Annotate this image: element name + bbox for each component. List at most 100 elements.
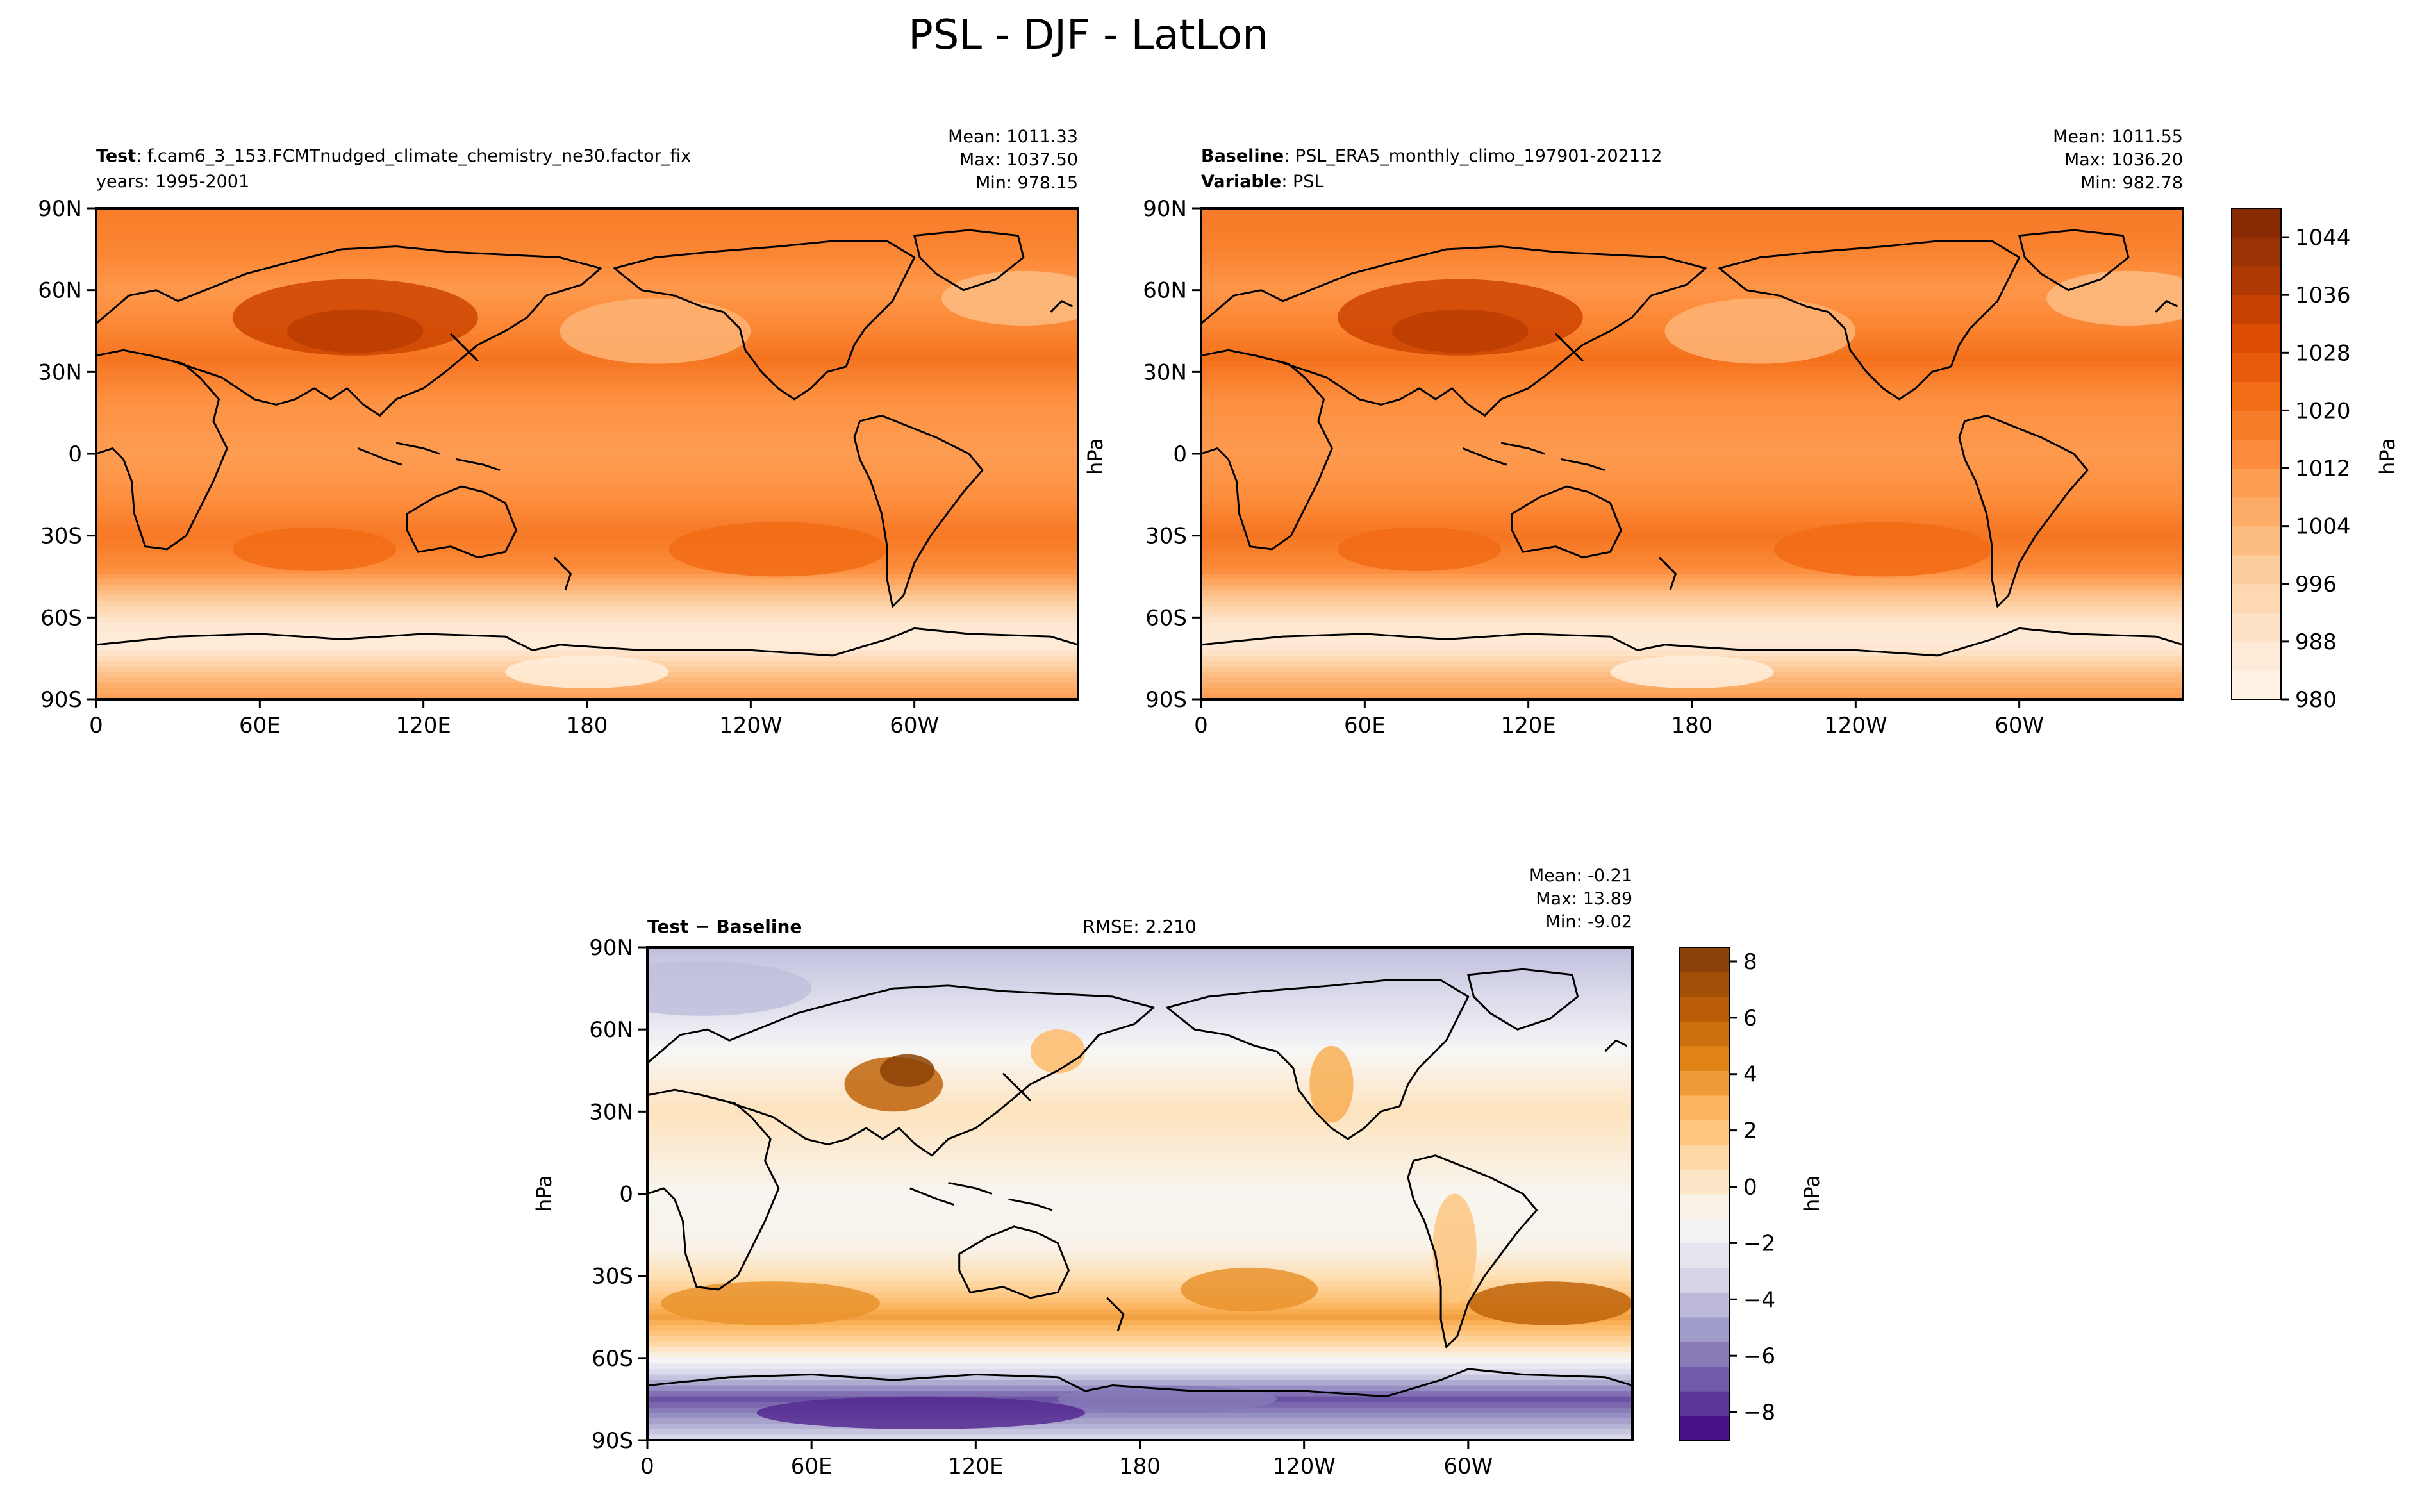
difference-xtick-label: 0 bbox=[640, 1454, 654, 1479]
baseline-band bbox=[1201, 372, 2183, 378]
test-band bbox=[96, 377, 1078, 384]
baseline-field bbox=[1201, 208, 2183, 699]
difference-band bbox=[647, 1018, 1632, 1025]
difference-band bbox=[647, 1331, 1632, 1337]
difference-band bbox=[647, 985, 1632, 992]
psl-colorbar-tick-label: 1020 bbox=[2295, 398, 2351, 424]
difference-band bbox=[647, 1024, 1632, 1030]
baseline-xtick-label: 60W bbox=[1995, 713, 2044, 738]
test-max: Max: 1037.50 bbox=[959, 150, 1078, 170]
baseline-band bbox=[1201, 465, 2183, 471]
diff-colorbar-tick-label: −8 bbox=[1743, 1400, 1775, 1425]
difference-band bbox=[647, 1177, 1632, 1184]
difference-band bbox=[647, 1013, 1632, 1019]
baseline-band bbox=[1201, 377, 2183, 384]
test-anomaly bbox=[286, 309, 424, 353]
test-band bbox=[96, 650, 1078, 656]
difference-band bbox=[647, 1226, 1632, 1233]
psl-colorbar-cell bbox=[2232, 353, 2281, 382]
test-ytick-label: 90N bbox=[38, 196, 82, 222]
difference-band bbox=[647, 1210, 1632, 1217]
test-band bbox=[96, 383, 1078, 389]
baseline-band bbox=[1201, 252, 2183, 258]
baseline-panel: Baseline: PSL_ERA5_monthly_climo_197901-… bbox=[1083, 127, 2184, 738]
test-band bbox=[96, 219, 1078, 226]
test-band bbox=[96, 290, 1078, 296]
test-min: Min: 978.15 bbox=[975, 173, 1078, 193]
difference-ytick-label: 60N bbox=[589, 1017, 633, 1043]
baseline-mean: Mean: 1011.55 bbox=[2053, 127, 2183, 147]
difference-anomaly bbox=[1058, 1385, 1277, 1413]
baseline-xtick-label: 120W bbox=[1824, 713, 1887, 738]
difference-band bbox=[647, 1325, 1632, 1331]
test-band bbox=[96, 388, 1078, 395]
test-ytick-label: 0 bbox=[68, 442, 82, 467]
difference-band bbox=[647, 1029, 1632, 1036]
baseline-band bbox=[1201, 585, 2183, 591]
baseline-band bbox=[1201, 285, 2183, 291]
baseline-max: Max: 1036.20 bbox=[2064, 150, 2183, 170]
difference-band bbox=[647, 1424, 1632, 1430]
baseline-band bbox=[1201, 366, 2183, 373]
baseline-band bbox=[1201, 442, 2183, 449]
test-field bbox=[96, 208, 1078, 699]
baseline-band bbox=[1201, 557, 2183, 564]
diff-colorbar-tick-label: −6 bbox=[1743, 1343, 1775, 1369]
test-band bbox=[96, 694, 1078, 699]
difference-band bbox=[647, 1161, 1632, 1167]
baseline-band bbox=[1201, 426, 2183, 433]
test-band bbox=[96, 497, 1078, 504]
difference-band bbox=[647, 1215, 1632, 1222]
difference-band bbox=[647, 1270, 1632, 1277]
test-label: Test: f.cam6_3_153.FCMTnudged_climate_ch… bbox=[96, 146, 691, 166]
baseline-anomaly bbox=[1664, 298, 1856, 364]
difference-band bbox=[647, 1193, 1632, 1200]
test-anomaly bbox=[505, 655, 669, 688]
diff-colorbar-cell bbox=[1680, 1292, 1729, 1318]
test-band bbox=[96, 465, 1078, 471]
difference-band bbox=[647, 1286, 1632, 1293]
difference-band bbox=[647, 1139, 1632, 1145]
baseline-ytick-label: 90N bbox=[1143, 196, 1187, 222]
test-band bbox=[96, 274, 1078, 280]
difference-band bbox=[647, 1221, 1632, 1227]
psl-colorbar-cell bbox=[2232, 381, 2281, 411]
test-band bbox=[96, 431, 1078, 438]
diff-colorbar-cell bbox=[1680, 1021, 1729, 1047]
diff-colorbar-tick-label: 8 bbox=[1743, 949, 1757, 975]
baseline-xtick-label: 60E bbox=[1344, 713, 1386, 738]
difference-band bbox=[647, 1254, 1632, 1260]
difference-band bbox=[647, 1090, 1632, 1096]
difference-band bbox=[647, 974, 1632, 981]
difference-ytick-label: 30S bbox=[592, 1264, 633, 1290]
test-band bbox=[96, 568, 1078, 575]
test-band bbox=[96, 644, 1078, 651]
baseline-anomaly bbox=[1337, 527, 1502, 571]
baseline-ytick-label: 0 bbox=[1173, 442, 1187, 467]
test-band bbox=[96, 442, 1078, 449]
psl-colorbar-tick-label: 1036 bbox=[2295, 283, 2351, 308]
baseline-ytick-label: 60S bbox=[1145, 605, 1187, 631]
difference-band bbox=[647, 1101, 1632, 1107]
baseline-band bbox=[1201, 595, 2183, 602]
difference-band bbox=[647, 1308, 1632, 1315]
test-band bbox=[96, 208, 1078, 215]
baseline-band bbox=[1201, 410, 2183, 417]
test-band bbox=[96, 590, 1078, 597]
psl-colorbar-cell bbox=[2232, 266, 2281, 295]
baseline-band bbox=[1201, 694, 2183, 699]
difference-band bbox=[647, 1133, 1632, 1140]
baseline-label: Baseline: PSL_ERA5_monthly_climo_197901-… bbox=[1201, 146, 1662, 166]
difference-band bbox=[647, 1106, 1632, 1113]
baseline-band bbox=[1201, 606, 2183, 613]
baseline-band bbox=[1201, 519, 2183, 526]
difference-band bbox=[647, 952, 1632, 959]
test-anomaly bbox=[668, 522, 888, 577]
difference-anomaly bbox=[756, 1396, 1086, 1429]
test-xtick-label: 120E bbox=[395, 713, 451, 738]
baseline-xtick-label: 0 bbox=[1194, 713, 1208, 738]
test-xtick-label: 180 bbox=[567, 713, 608, 738]
variable-label-bold: Variable bbox=[1201, 172, 1281, 192]
psl-colorbar-cell bbox=[2232, 439, 2281, 469]
baseline-ytick-label: 60N bbox=[1143, 278, 1187, 304]
